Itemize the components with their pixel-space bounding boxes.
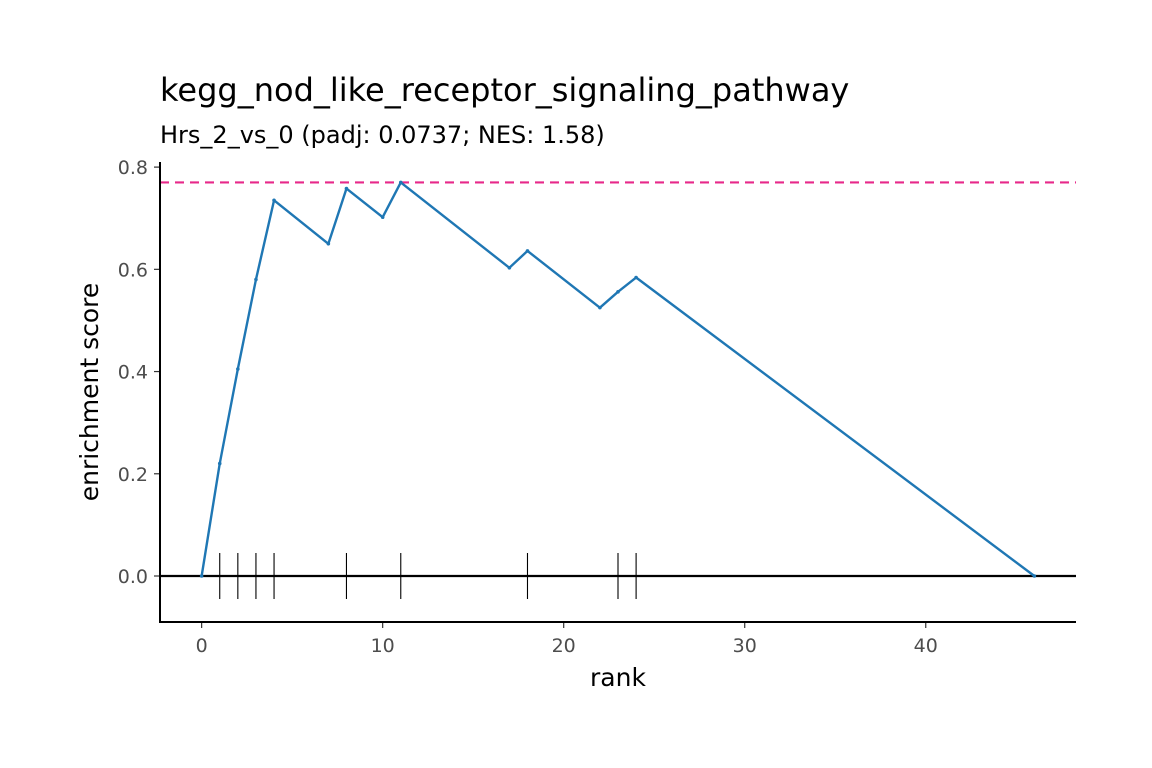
enrichment-point xyxy=(398,180,403,185)
enrichment-point xyxy=(598,305,602,310)
enrichment-point xyxy=(272,198,276,203)
chart-title: kegg_nod_like_receptor_signaling_pathway xyxy=(160,71,849,109)
x-tick-label: 30 xyxy=(733,635,757,657)
chart-subtitle: Hrs_2_vs_0 (padj: 0.0737; NES: 1.58) xyxy=(160,121,605,149)
enrichment-point xyxy=(525,249,530,253)
enrichment-point xyxy=(236,367,240,371)
enrichment-point xyxy=(634,275,638,280)
y-tick-label: 0.6 xyxy=(118,259,148,281)
y-tick-label: 0.4 xyxy=(118,362,148,384)
plot-panel: 0.0 0.2 0.4 0.6 0.8 0 10 20 30 40 xyxy=(118,157,1076,657)
x-tick-label: 40 xyxy=(914,635,938,657)
enrichment-point xyxy=(507,266,512,270)
enrichment-line xyxy=(200,181,1036,577)
enrichment-point xyxy=(380,215,385,219)
x-tick-label: 0 xyxy=(196,635,208,657)
enrichment-point xyxy=(616,290,620,294)
y-tick-label: 0.0 xyxy=(118,566,148,588)
enrichment-point xyxy=(326,241,331,246)
x-tick-label: 10 xyxy=(371,635,395,657)
y-tick-label: 0.2 xyxy=(118,464,148,486)
enrichment-point xyxy=(199,574,204,578)
y-tick-label: 0.8 xyxy=(118,157,148,179)
x-axis-title: rank xyxy=(590,663,646,692)
enrichment-point xyxy=(1032,574,1037,578)
enrichment-point xyxy=(344,186,349,191)
enrichment-point xyxy=(217,461,222,466)
x-tick-label: 20 xyxy=(552,635,576,657)
y-axis-title: enrichment score xyxy=(75,283,104,502)
enrichment-point xyxy=(254,277,258,282)
